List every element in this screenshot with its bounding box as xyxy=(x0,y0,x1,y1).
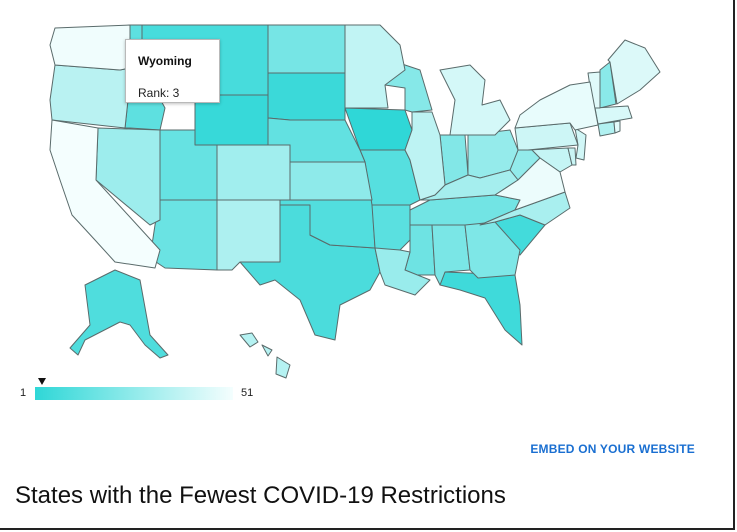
state-arkansas[interactable] xyxy=(371,204,411,251)
tooltip-state-name: Wyoming xyxy=(138,54,192,68)
state-hawaii-part-2[interactable] xyxy=(275,356,291,379)
legend-marker-icon xyxy=(38,378,46,385)
state-hawaii[interactable] xyxy=(239,332,259,348)
state-hawaii-part-1[interactable] xyxy=(261,344,273,357)
state-south-dakota[interactable] xyxy=(267,72,346,121)
state-massachusetts[interactable] xyxy=(594,105,633,125)
tooltip-rank: Rank: 3 xyxy=(138,86,180,100)
state-florida[interactable] xyxy=(439,271,523,346)
state-michigan[interactable] xyxy=(439,64,511,136)
state-kansas[interactable] xyxy=(289,161,373,201)
legend-min-label: 1 xyxy=(20,387,27,399)
state-washington[interactable] xyxy=(49,24,131,71)
state-colorado[interactable] xyxy=(216,144,291,201)
state-north-carolina[interactable] xyxy=(479,191,571,226)
state-illinois[interactable] xyxy=(404,111,446,201)
state-alaska[interactable] xyxy=(69,269,169,359)
page-title: States with the Fewest COVID-19 Restrict… xyxy=(15,482,506,509)
state-new-york[interactable] xyxy=(514,81,599,131)
state-oregon[interactable] xyxy=(49,64,131,129)
state-maine[interactable] xyxy=(607,39,661,105)
legend-gradient-bar xyxy=(35,387,233,400)
legend-max-label: 51 xyxy=(241,387,254,399)
state-rhode-island[interactable] xyxy=(613,120,621,134)
state-minnesota[interactable] xyxy=(344,24,406,109)
state-louisiana[interactable] xyxy=(374,247,431,296)
state-connecticut[interactable] xyxy=(597,121,616,137)
state-north-dakota[interactable] xyxy=(267,24,346,74)
state-california[interactable] xyxy=(49,119,161,269)
state-new-mexico[interactable] xyxy=(216,199,281,271)
state-new-jersey[interactable] xyxy=(574,127,587,161)
state-delaware[interactable] xyxy=(567,147,577,166)
state-tooltip: Wyoming Rank: 3 xyxy=(125,39,220,103)
state-virginia[interactable] xyxy=(494,157,566,211)
embed-on-website-link[interactable]: EMBED ON YOUR WEBSITE xyxy=(530,442,695,456)
